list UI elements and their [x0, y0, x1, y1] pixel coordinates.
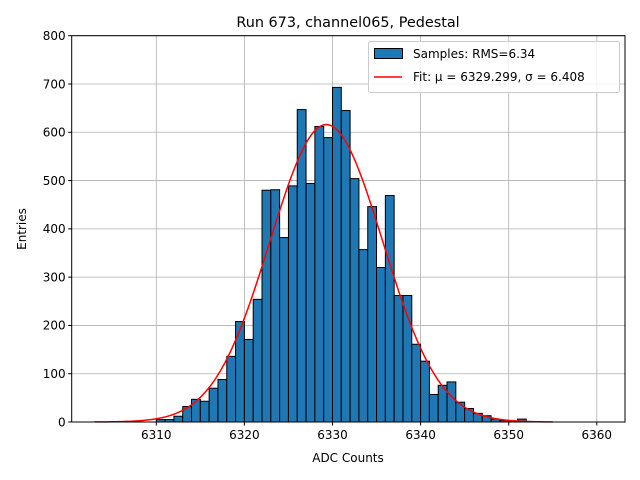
histogram-bar: [376, 266, 386, 423]
histogram-bar: [279, 237, 289, 423]
histogram-bar: [393, 294, 404, 423]
histogram-bar: [199, 400, 210, 423]
y-tick-label: 800: [43, 29, 66, 43]
histogram-bar: [173, 415, 184, 423]
chart-title: Run 673, channel065, Pedestal: [236, 15, 459, 31]
y-axis-ticks: 0 100 200 300 400 500 600 700 800: [43, 29, 72, 429]
x-axis-label: ADC Counts: [312, 451, 384, 465]
x-tick-label: 6310: [141, 428, 172, 442]
y-tick-label: 100: [43, 367, 66, 381]
histogram-bar: [261, 189, 272, 423]
histogram-bar: [296, 109, 307, 423]
histogram-bar: [226, 355, 237, 423]
legend-box: [368, 41, 620, 93]
histogram-bar: [384, 195, 395, 423]
histogram-bar: [208, 387, 219, 423]
legend-samples-swatch: [374, 48, 403, 59]
histogram-bar: [314, 125, 325, 423]
histogram-bar: [367, 206, 378, 423]
y-tick-label: 0: [58, 415, 66, 429]
x-tick-label: 6320: [229, 428, 260, 442]
histogram-bar: [217, 379, 228, 423]
histogram-bar: [252, 298, 263, 423]
histogram-bar: [358, 249, 369, 423]
x-axis-ticks: 6310 6320 6330 6340 6350 6360: [141, 422, 612, 442]
x-tick-label: 6350: [493, 428, 524, 442]
histogram-bar: [340, 110, 351, 423]
legend: Samples: RMS=6.34 Fit: μ = 6329.299, σ =…: [368, 41, 620, 93]
histogram-bar: [349, 178, 360, 423]
y-tick-label: 400: [43, 222, 66, 236]
y-tick-label: 600: [43, 126, 66, 140]
x-tick-label: 6330: [317, 428, 348, 442]
legend-fit-label: Fit: μ = 6329.299, σ = 6.408: [413, 70, 585, 84]
x-tick-label: 6340: [405, 428, 436, 442]
x-tick-label: 6360: [582, 428, 613, 442]
histogram-bar: [305, 182, 316, 423]
histogram-bar: [287, 185, 298, 423]
y-axis-label: Entries: [15, 208, 29, 250]
y-tick-label: 700: [43, 77, 66, 91]
histogram-bar: [411, 343, 422, 423]
legend-samples-label: Samples: RMS=6.34: [413, 47, 535, 61]
histogram-bars: [155, 86, 527, 423]
histogram-bar: [331, 86, 342, 423]
histogram-bar: [428, 393, 439, 423]
fit-curve: [94, 123, 553, 423]
histogram-bar: [455, 401, 466, 423]
y-tick-label: 200: [43, 319, 66, 333]
histogram-bar: [243, 338, 254, 423]
histogram-bar: [420, 360, 430, 423]
y-tick-label: 300: [43, 270, 66, 284]
y-tick-label: 500: [43, 174, 66, 188]
histogram-bar: [323, 137, 333, 423]
histogram-bar: [191, 398, 201, 423]
histogram-bar: [446, 381, 457, 423]
